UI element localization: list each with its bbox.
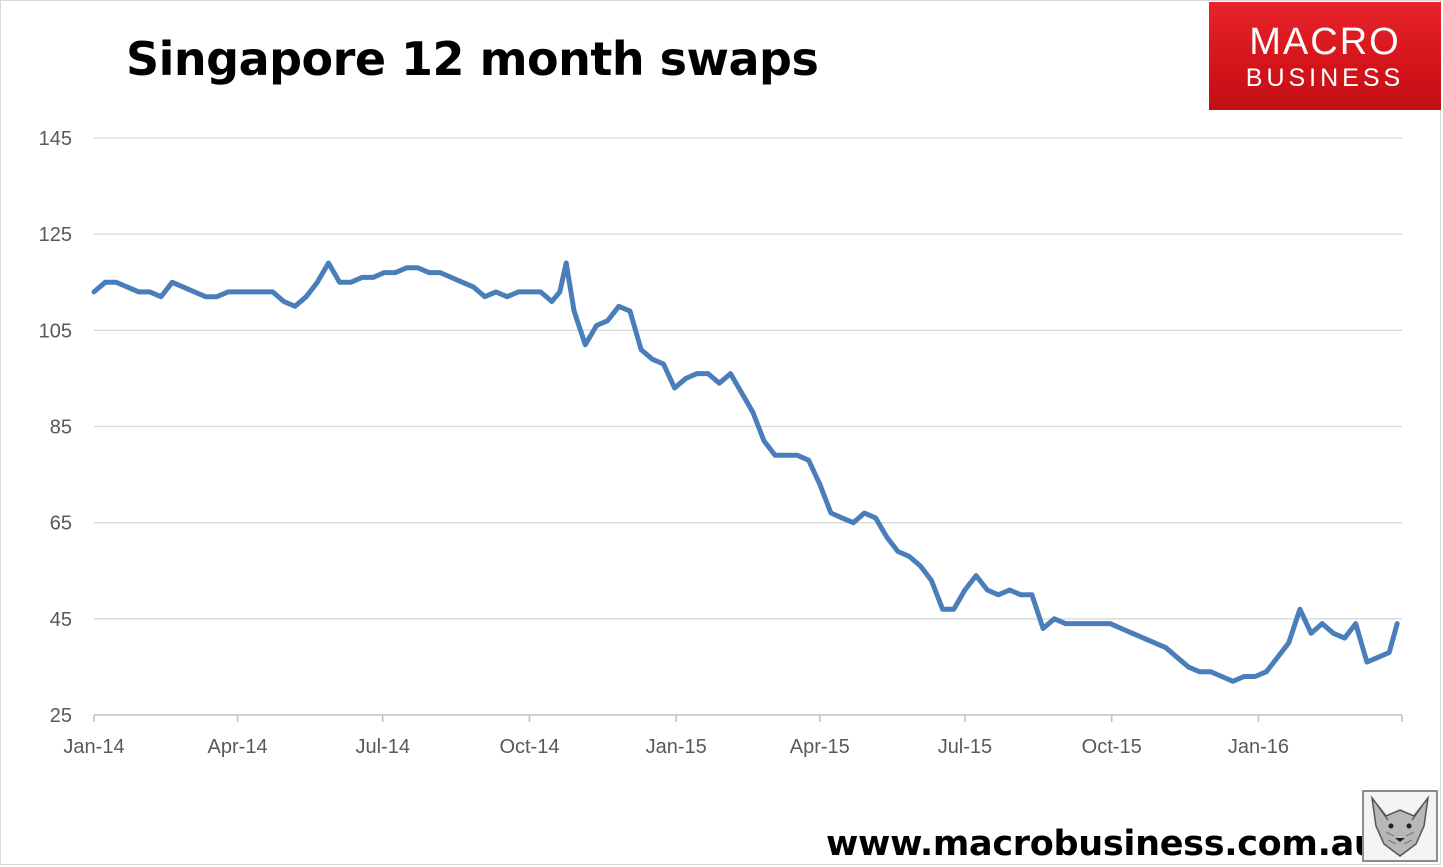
y-tick-label: 105 — [39, 320, 72, 342]
logo-line-2: BUSINESS — [1245, 64, 1405, 92]
logo-line-1: MACRO — [1249, 21, 1401, 63]
x-tick-label: Jan-15 — [646, 736, 707, 758]
series-layer — [91, 260, 1400, 684]
x-tick-label: Jan-16 — [1228, 736, 1289, 758]
x-tick-label: Jul-15 — [938, 736, 992, 758]
wolf-logo-icon — [1362, 790, 1438, 862]
y-axis-ticks: 25 45 65 85 105 125 145 — [39, 128, 72, 727]
x-tick-label: Jul-14 — [355, 736, 409, 758]
grid-lines — [94, 137, 1402, 620]
chart-title: Singapore 12 month swaps — [126, 32, 819, 86]
y-tick-label: 145 — [39, 128, 72, 150]
x-tick-label: Apr-14 — [208, 736, 268, 758]
x-tick-label: Apr-15 — [790, 736, 850, 758]
x-tick-label: Oct-15 — [1082, 736, 1142, 758]
macrobusiness-logo: MACRO BUSINESS — [1209, 2, 1441, 110]
x-axis-ticks: Jan-14 Apr-14 Jul-14 Oct-14 Jan-15 Apr-15 Jul-… — [63, 715, 1403, 758]
y-tick-label: 65 — [50, 513, 72, 535]
x-tick-label: Oct-14 — [499, 736, 559, 758]
y-tick-label: 45 — [50, 609, 72, 631]
y-tick-label: 25 — [50, 705, 72, 727]
x-tick-label: Jan-14 — [63, 736, 124, 758]
y-tick-label: 125 — [39, 224, 72, 246]
website-url: www.macrobusiness.com.au — [826, 824, 1379, 864]
y-tick-label: 85 — [50, 417, 72, 439]
series-line — [91, 260, 1400, 684]
